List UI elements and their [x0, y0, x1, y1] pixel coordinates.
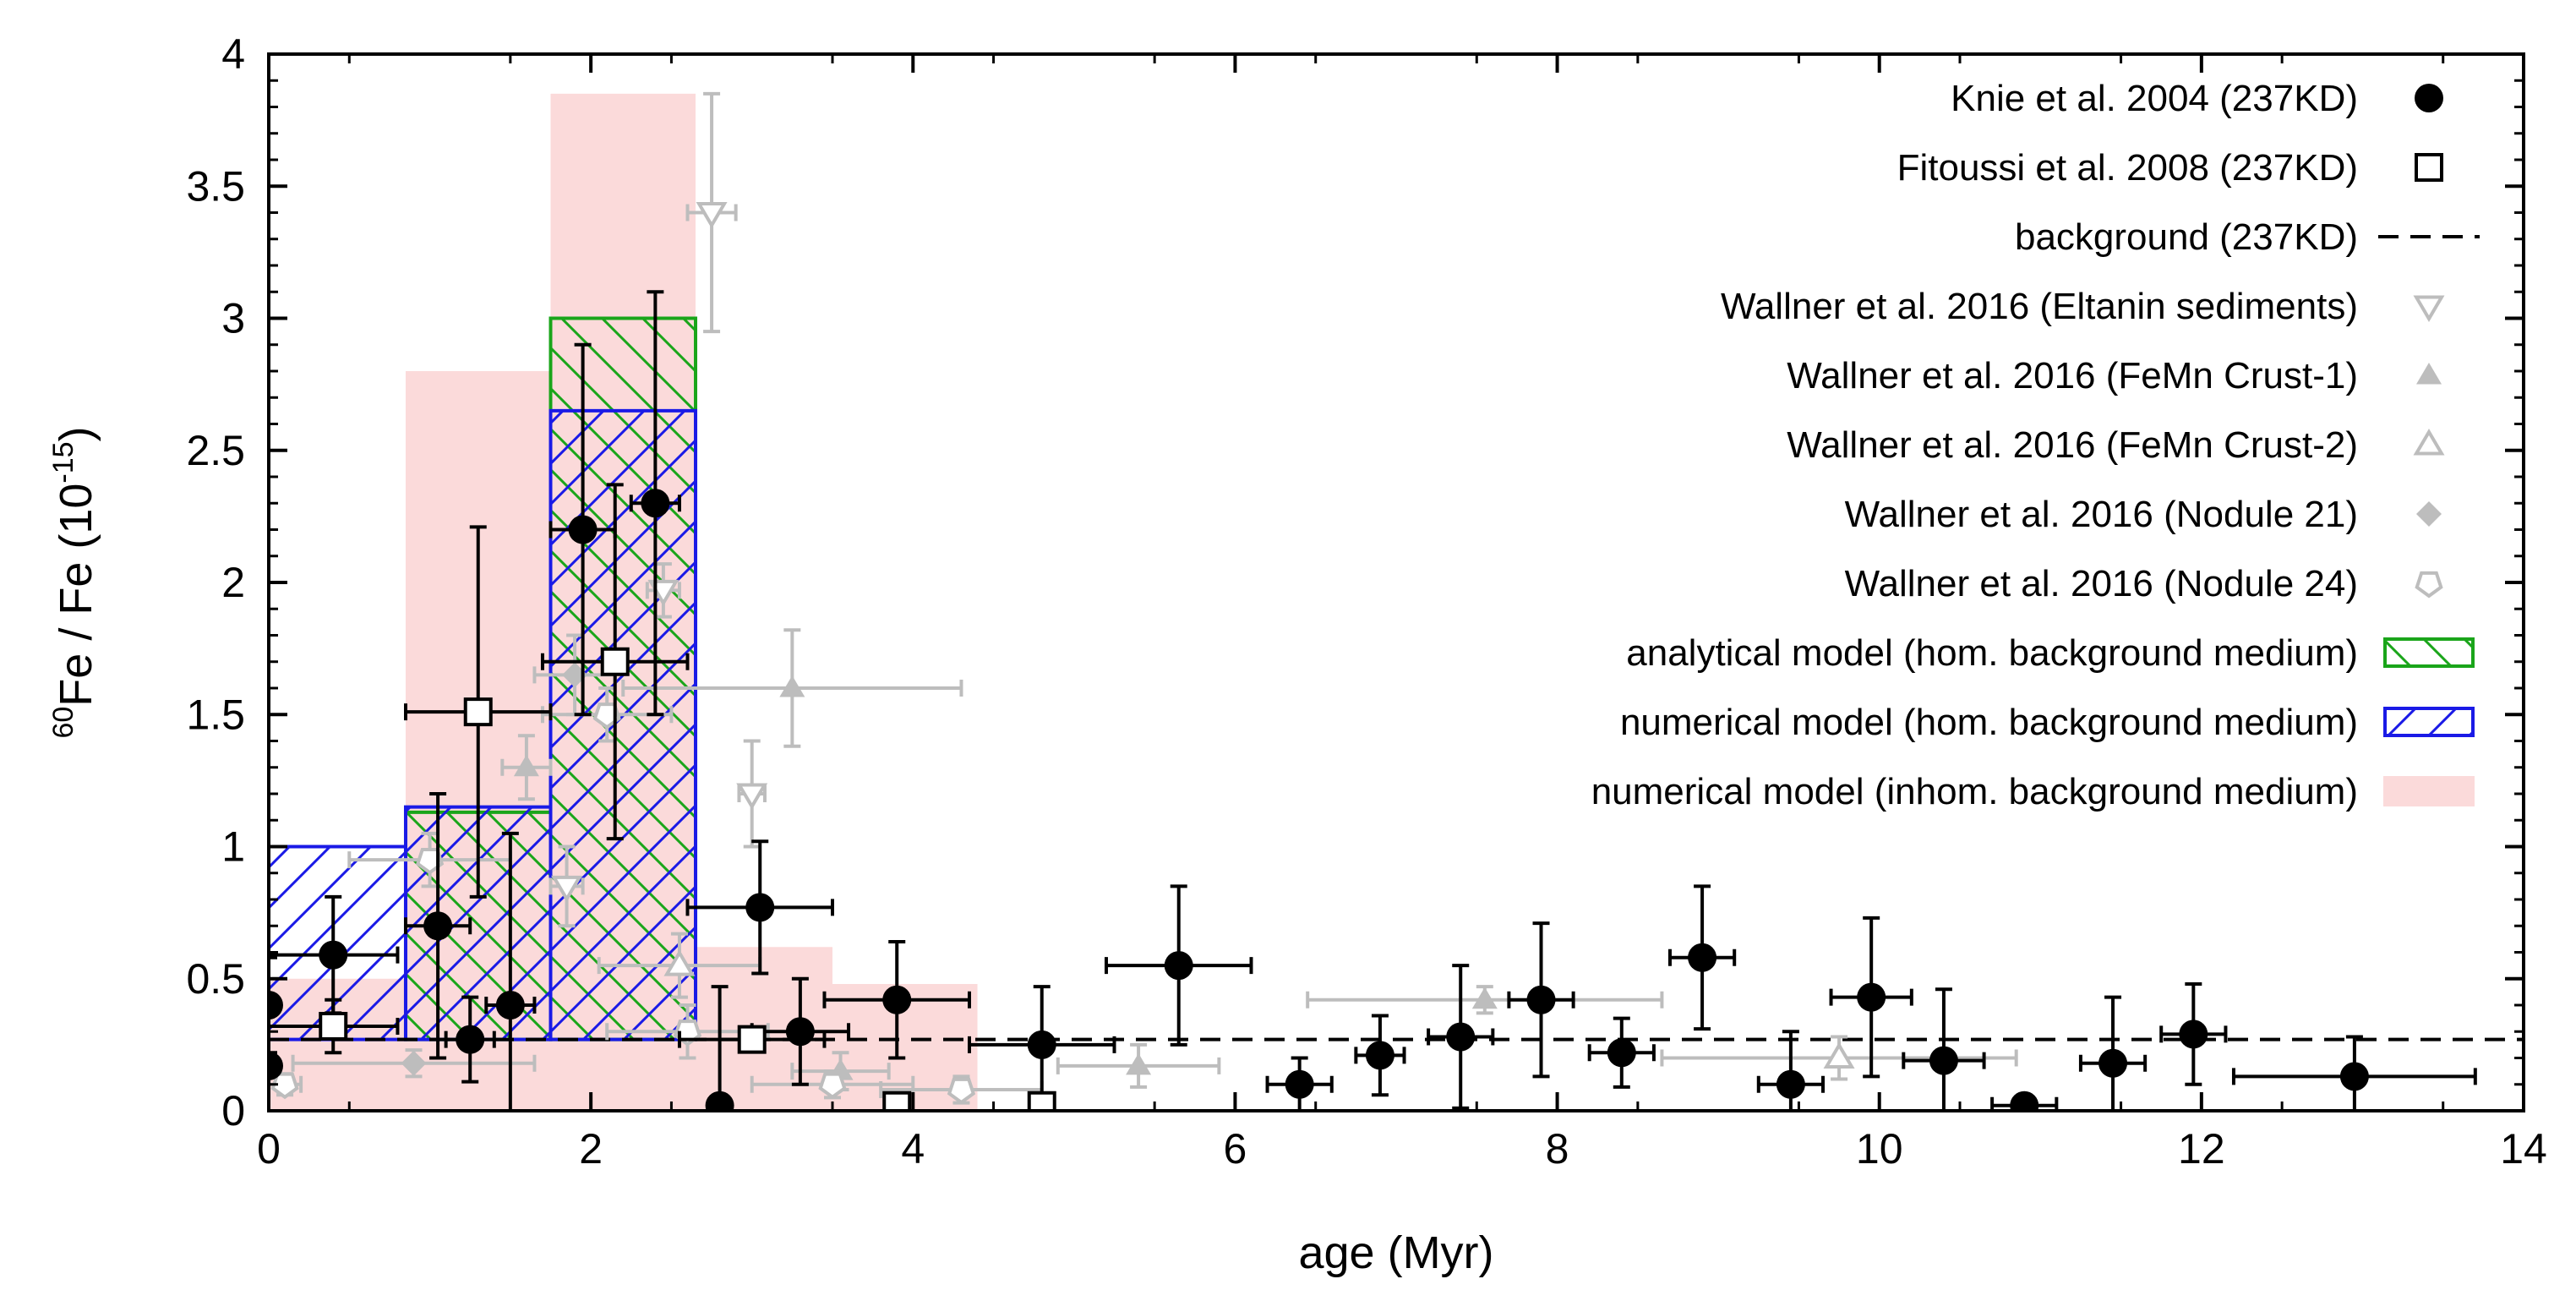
- point-wallner-et-al-2016-eltanin-sediments: [736, 783, 768, 810]
- point-wallner-et-al-2016-nodule-21: [401, 1050, 427, 1076]
- point-wallner-et-al-2016-nodule-24: [415, 847, 445, 875]
- point-knie-et-al-2004-237kd: [745, 893, 775, 922]
- point-knie-et-al-2004-237kd: [1929, 1046, 1958, 1075]
- legend-label: analytical model (hom. background medium…: [1626, 632, 2358, 674]
- point-fitoussi-et-al-2008-237kd: [1027, 1091, 1056, 1111]
- point-knie-et-al-2004-237kd: [1446, 1022, 1476, 1052]
- point-knie-et-al-2004-237kd: [1285, 1069, 1314, 1099]
- point-knie-et-al-2004-237kd: [1027, 1030, 1056, 1059]
- x-tick-label: 4: [901, 1125, 925, 1173]
- y-tick-label: 2: [221, 559, 245, 606]
- y-axis-title: 60Fe / Fe (10-15): [47, 426, 101, 738]
- y-axis-title-exp: -15: [47, 441, 79, 483]
- y-axis-title-sup: 60: [47, 707, 79, 739]
- point-wallner-et-al-2016-femn-crust-1: [1126, 1052, 1152, 1075]
- y-tick-label: 0.5: [186, 955, 245, 1003]
- axes: 0 2 4 6 8 10 12 14 0 0.5 1 1.5 2 2.5 3 3.5 4: [186, 30, 2546, 1173]
- point-knie-et-al-2004-237kd: [456, 1025, 485, 1054]
- legend-swatch: [2415, 153, 2443, 182]
- point-fitoussi-et-al-2008-237kd: [600, 647, 630, 676]
- x-axis-title: age (Myr): [1298, 1227, 1493, 1278]
- legend-label: numerical model (hom. background medium): [1620, 702, 2358, 743]
- point-knie-et-al-2004-237kd: [2339, 1062, 2369, 1091]
- point-wallner-et-al-2016-femn-crust-1: [1471, 987, 1498, 1009]
- point-wallner-et-al-2016-femn-crust-2: [663, 949, 696, 976]
- y-axis-title-close: ): [51, 426, 101, 441]
- legend-label: Fitoussi et al. 2008 (237KD): [1897, 147, 2358, 189]
- point-knie-et-al-2004-237kd: [495, 991, 525, 1019]
- x-tick-label: 0: [257, 1125, 281, 1173]
- legend-swatch: [2416, 501, 2442, 527]
- x-tick-label: 10: [1856, 1125, 1903, 1173]
- legend-swatch: [2383, 707, 2475, 737]
- legend-label: background (237KD): [2015, 216, 2358, 258]
- legend-swatch: [2413, 295, 2445, 322]
- wallner-data: [269, 91, 2018, 1105]
- point-wallner-et-al-2016-eltanin-sediments: [647, 579, 679, 607]
- y-tick-label: 1.5: [186, 691, 245, 738]
- point-wallner-et-al-2016-femn-crust-1: [779, 675, 805, 697]
- point-knie-et-al-2004-237kd: [1776, 1069, 1805, 1099]
- point-knie-et-al-2004-237kd: [1164, 951, 1193, 981]
- legend-swatch: [2413, 429, 2445, 456]
- x-tick-label: 8: [1546, 1125, 1569, 1173]
- point-knie-et-al-2004-237kd: [1688, 943, 1717, 972]
- point-knie-et-al-2004-237kd: [1365, 1041, 1394, 1070]
- x-tick-label: 2: [579, 1125, 603, 1173]
- point-knie-et-al-2004-237kd: [319, 940, 348, 970]
- point-knie-et-al-2004-237kd: [2179, 1019, 2208, 1049]
- point-fitoussi-et-al-2008-237kd: [463, 697, 493, 727]
- legend-label: numerical model (inhom. background mediu…: [1591, 771, 2358, 812]
- point-knie-et-al-2004-237kd: [785, 1017, 815, 1047]
- legend: Knie et al. 2004 (237KD) Fitoussi et al. …: [1591, 78, 2480, 812]
- point-wallner-et-al-2016-femn-crust-2: [1823, 1041, 1855, 1069]
- point-fitoussi-et-al-2008-237kd: [319, 1012, 348, 1041]
- histogram-bar-numerical-model-hom-background-medium: [548, 408, 698, 1041]
- x-tick-label: 6: [1224, 1125, 1247, 1173]
- point-wallner-et-al-2016-nodule-24: [947, 1077, 976, 1105]
- point-knie-et-al-2004-237kd: [705, 1091, 734, 1111]
- y-tick-label: 3: [221, 295, 245, 342]
- legend-label: Knie et al. 2004 (237KD): [1951, 78, 2358, 119]
- point-knie-et-al-2004-237kd: [1607, 1038, 1636, 1068]
- legend-label: Wallner et al. 2016 (Nodule 21): [1845, 494, 2358, 535]
- legend-swatch: [2415, 84, 2443, 112]
- point-knie-et-al-2004-237kd: [641, 489, 670, 518]
- point-knie-et-al-2004-237kd: [1857, 982, 1886, 1012]
- legend-label: Wallner et al. 2016 (FeMn Crust-2): [1787, 424, 2358, 466]
- point-wallner-et-al-2016-nodule-24: [270, 1072, 299, 1100]
- legend-label: Wallner et al. 2016 (Eltanin sediments): [1721, 286, 2358, 327]
- point-wallner-et-al-2016-nodule-24: [592, 702, 621, 730]
- legend-swatch: [2383, 776, 2475, 806]
- point-wallner-et-al-2016-eltanin-sediments: [551, 875, 583, 903]
- point-wallner-et-al-2016-eltanin-sediments: [696, 202, 728, 229]
- legend-swatch: [2415, 571, 2443, 599]
- knie-fitoussi-data: [269, 290, 2477, 1111]
- point-wallner-et-al-2016-nodule-21: [562, 662, 588, 688]
- x-tick-label: 14: [2500, 1125, 2547, 1173]
- point-wallner-et-al-2016-nodule-24: [818, 1072, 847, 1100]
- x-tick-label: 12: [2178, 1125, 2225, 1173]
- y-tick-label: 2.5: [186, 427, 245, 474]
- point-knie-et-al-2004-237kd: [1526, 985, 1556, 1014]
- y-tick-label: 4: [221, 30, 245, 78]
- point-knie-et-al-2004-237kd: [2098, 1048, 2128, 1078]
- legend-label: Wallner et al. 2016 (FeMn Crust-1): [1787, 355, 2358, 396]
- point-knie-et-al-2004-237kd: [423, 911, 453, 941]
- point-knie-et-al-2004-237kd: [2010, 1091, 2039, 1111]
- point-fitoussi-et-al-2008-237kd: [737, 1025, 767, 1054]
- legend-swatch: [2383, 637, 2475, 668]
- point-knie-et-al-2004-237kd: [568, 515, 598, 544]
- point-wallner-et-al-2016-femn-crust-1: [513, 754, 539, 777]
- point-fitoussi-et-al-2008-237kd: [882, 1091, 912, 1111]
- y-tick-label: 3.5: [186, 162, 245, 210]
- legend-label: Wallner et al. 2016 (Nodule 24): [1845, 563, 2358, 604]
- y-tick-label: 1: [221, 823, 245, 871]
- y-tick-label: 0: [221, 1087, 245, 1134]
- legend-swatch: [2416, 363, 2442, 385]
- y-axis-title-main: Fe / Fe (10: [51, 484, 101, 707]
- point-knie-et-al-2004-237kd: [882, 985, 912, 1014]
